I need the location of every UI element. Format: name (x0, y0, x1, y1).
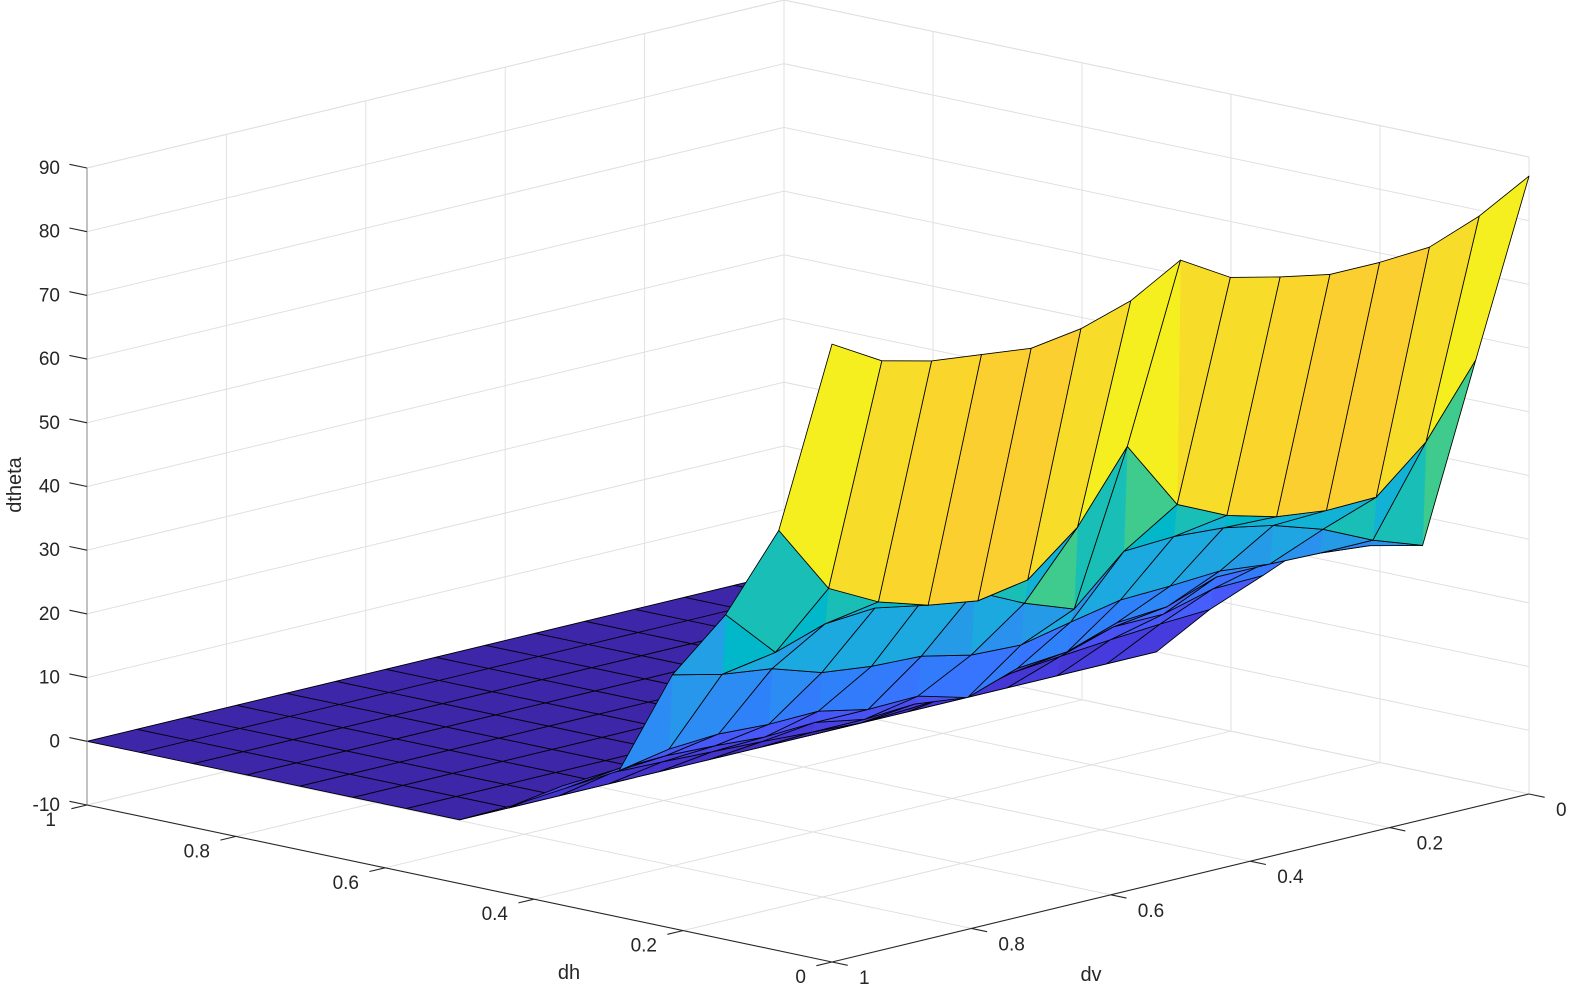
svg-text:0.4: 0.4 (482, 904, 509, 925)
svg-text:0.6: 0.6 (1138, 901, 1164, 922)
svg-text:0: 0 (1556, 800, 1567, 821)
svg-text:0.2: 0.2 (1417, 834, 1443, 855)
svg-text:0: 0 (795, 967, 806, 988)
svg-text:dv: dv (1080, 964, 1101, 986)
svg-text:0: 0 (49, 731, 60, 752)
svg-text:1: 1 (45, 810, 56, 831)
svg-text:0.2: 0.2 (631, 936, 657, 957)
svg-text:0.8: 0.8 (184, 841, 210, 862)
svg-text:0.6: 0.6 (333, 873, 359, 894)
svg-text:70: 70 (39, 285, 60, 306)
svg-text:80: 80 (39, 222, 60, 243)
svg-text:1: 1 (859, 968, 870, 989)
svg-text:40: 40 (39, 477, 60, 498)
svg-text:90: 90 (39, 158, 60, 179)
svg-text:0.8: 0.8 (998, 934, 1024, 955)
svg-text:10: 10 (39, 668, 60, 689)
svg-text:30: 30 (39, 540, 60, 561)
svg-text:50: 50 (39, 413, 60, 434)
svg-text:60: 60 (39, 349, 60, 370)
svg-text:dh: dh (558, 962, 580, 984)
svg-text:-10: -10 (33, 795, 60, 816)
svg-text:dtheta: dtheta (4, 456, 26, 512)
svg-text:20: 20 (39, 604, 60, 625)
svg-text:0.4: 0.4 (1277, 867, 1304, 888)
